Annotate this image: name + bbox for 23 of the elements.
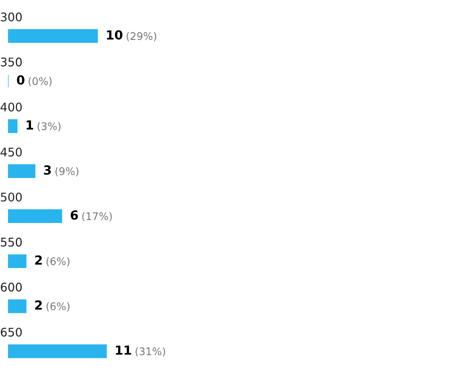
data-label: 6 (17%) <box>70 210 112 222</box>
data-label: 0 (0%) <box>16 75 52 86</box>
y-tick-label: 550 <box>0 238 22 247</box>
data-label: 11 (31%) <box>116 346 166 356</box>
y-tick-label: 600 <box>0 282 22 292</box>
y-tick-label: 500 <box>0 192 22 202</box>
data-label: 2 (6%) <box>35 300 70 312</box>
data-label: 10 (29%) <box>107 30 156 42</box>
bar <box>8 299 26 314</box>
data-label: 3 (9%) <box>44 165 78 176</box>
bar <box>8 344 107 358</box>
bar <box>8 254 26 268</box>
bar <box>8 209 62 224</box>
y-tick-label: 450 <box>0 148 22 157</box>
data-label: 2 (6%) <box>35 255 70 266</box>
bar <box>8 29 98 43</box>
y-tick-label: 350 <box>0 58 22 66</box>
y-tick-label: 300 <box>0 12 22 22</box>
data-label: 1 (3%) <box>26 120 60 132</box>
bar <box>8 119 18 133</box>
y-tick-label: 650 <box>0 328 22 337</box>
y-tick-label: 400 <box>0 102 22 112</box>
bar <box>8 164 36 178</box>
